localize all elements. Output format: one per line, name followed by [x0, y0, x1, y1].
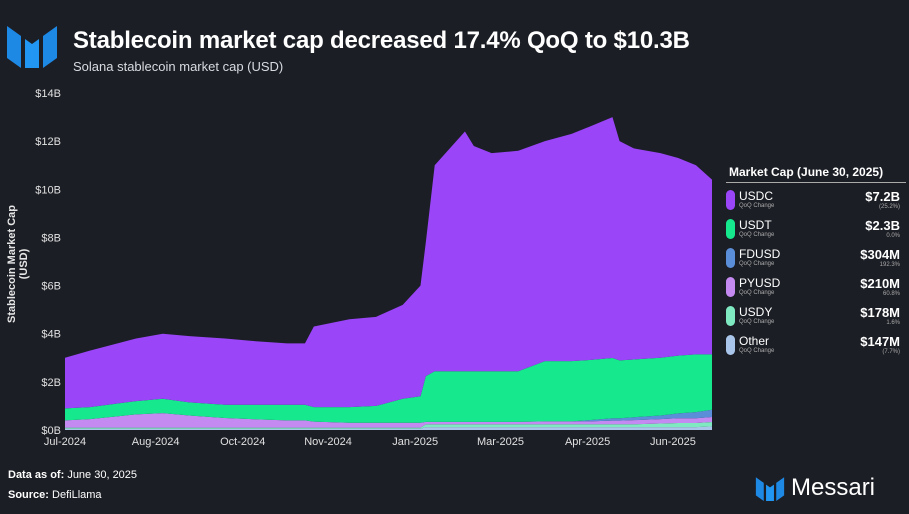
- legend-item-fdusd: FDUSD QoQ Change $304M 192.3%: [726, 245, 906, 274]
- legend-name: FDUSD: [739, 247, 781, 261]
- legend-change: 0.0%: [886, 233, 900, 239]
- legend-change-label: QoQ Change: [739, 348, 775, 354]
- data-as-of-value: June 30, 2025: [67, 469, 138, 481]
- source-label: Source:: [8, 489, 49, 501]
- legend-name: USDY: [739, 305, 773, 319]
- legend-name: USDC: [739, 189, 774, 203]
- legend-value: $7.2B: [865, 189, 900, 204]
- legend-item-usdy: USDY QoQ Change $178M 1.6%: [726, 303, 906, 332]
- legend-name: PYUSD: [739, 276, 781, 290]
- legend-item-usdc: USDC QoQ Change $7.2B (25.2%): [726, 187, 906, 216]
- legend-swatch: [726, 277, 735, 297]
- legend-change-label: QoQ Change: [739, 319, 775, 325]
- area-pyusd: [65, 413, 712, 428]
- legend-change: 1.6%: [886, 320, 900, 326]
- source: Source: DefiLlama: [8, 489, 102, 501]
- legend-title: Market Cap (June 30, 2025): [726, 165, 906, 183]
- y-tick-label: $0B: [41, 425, 61, 437]
- y-tick-label: $2B: [41, 377, 61, 389]
- legend-value: $2.3B: [865, 218, 900, 233]
- legend-swatch: [726, 248, 735, 268]
- x-tick-label: Apr-2025: [565, 436, 610, 448]
- legend-swatch: [726, 335, 735, 355]
- legend-swatch: [726, 306, 735, 326]
- legend-swatch: [726, 190, 735, 210]
- legend-name: Other: [739, 334, 770, 348]
- x-tick-label: Aug-2024: [132, 436, 180, 448]
- legend-value: $178M: [860, 305, 900, 320]
- y-tick-label: $4B: [41, 329, 61, 341]
- x-tick-label: Oct-2024: [220, 436, 265, 448]
- legend-item-usdt: USDT QoQ Change $2.3B 0.0%: [726, 216, 906, 245]
- chart-title: Stablecoin market cap decreased 17.4% Qo…: [73, 27, 690, 54]
- area-usdt: [65, 354, 712, 423]
- legend-item-other: Other QoQ Change $147M (7.7%): [726, 332, 906, 361]
- x-tick-label: Nov-2024: [304, 436, 352, 448]
- y-tick-label: $6B: [41, 281, 61, 293]
- legend-value: $147M: [860, 334, 900, 349]
- legend-value: $210M: [860, 276, 900, 291]
- legend-change: 192.3%: [879, 262, 900, 268]
- y-tick-label: $8B: [41, 232, 61, 244]
- messari-brand-icon: [755, 477, 785, 501]
- legend-change: (7.7%): [882, 349, 900, 355]
- y-tick-label: $12B: [35, 136, 61, 148]
- legend-value: $304M: [860, 247, 900, 262]
- area-usdc: [65, 117, 712, 409]
- legend-name: USDT: [739, 218, 772, 232]
- area-usdy: [65, 422, 712, 429]
- x-tick-label: Mar-2025: [477, 436, 524, 448]
- legend: Market Cap (June 30, 2025) USDC QoQ Chan…: [726, 165, 906, 361]
- y-tick-label: $14B: [35, 88, 61, 100]
- x-tick-label: Jun-2025: [650, 436, 696, 448]
- legend-change-label: QoQ Change: [739, 261, 775, 267]
- data-as-of: Data as of: June 30, 2025: [8, 469, 137, 481]
- area-other: [65, 426, 712, 430]
- stacked-area-chart: $0B $2B $4B $6B $8B $10B $12B $14B Jul-2024 Aug-2…: [35, 88, 712, 448]
- source-value: DefiLlama: [52, 489, 102, 501]
- legend-change-label: QoQ Change: [739, 290, 775, 296]
- y-tick-label: $10B: [35, 184, 61, 196]
- legend-change-label: QoQ Change: [739, 232, 775, 238]
- x-tick-label: Jan-2025: [392, 436, 438, 448]
- legend-change-label: QoQ Change: [739, 203, 775, 209]
- messari-logo-icon: [7, 26, 57, 68]
- brand-name: Messari: [791, 474, 876, 501]
- data-as-of-label: Data as of:: [8, 469, 65, 481]
- chart-subtitle: Solana stablecoin market cap (USD): [73, 59, 284, 74]
- x-tick-label: Jul-2024: [44, 436, 86, 448]
- legend-change: 60.8%: [882, 291, 900, 297]
- legend-item-pyusd: PYUSD QoQ Change $210M 60.8%: [726, 274, 906, 303]
- legend-swatch: [726, 219, 735, 239]
- legend-change: (25.2%): [878, 204, 900, 210]
- brand: Messari: [755, 474, 875, 502]
